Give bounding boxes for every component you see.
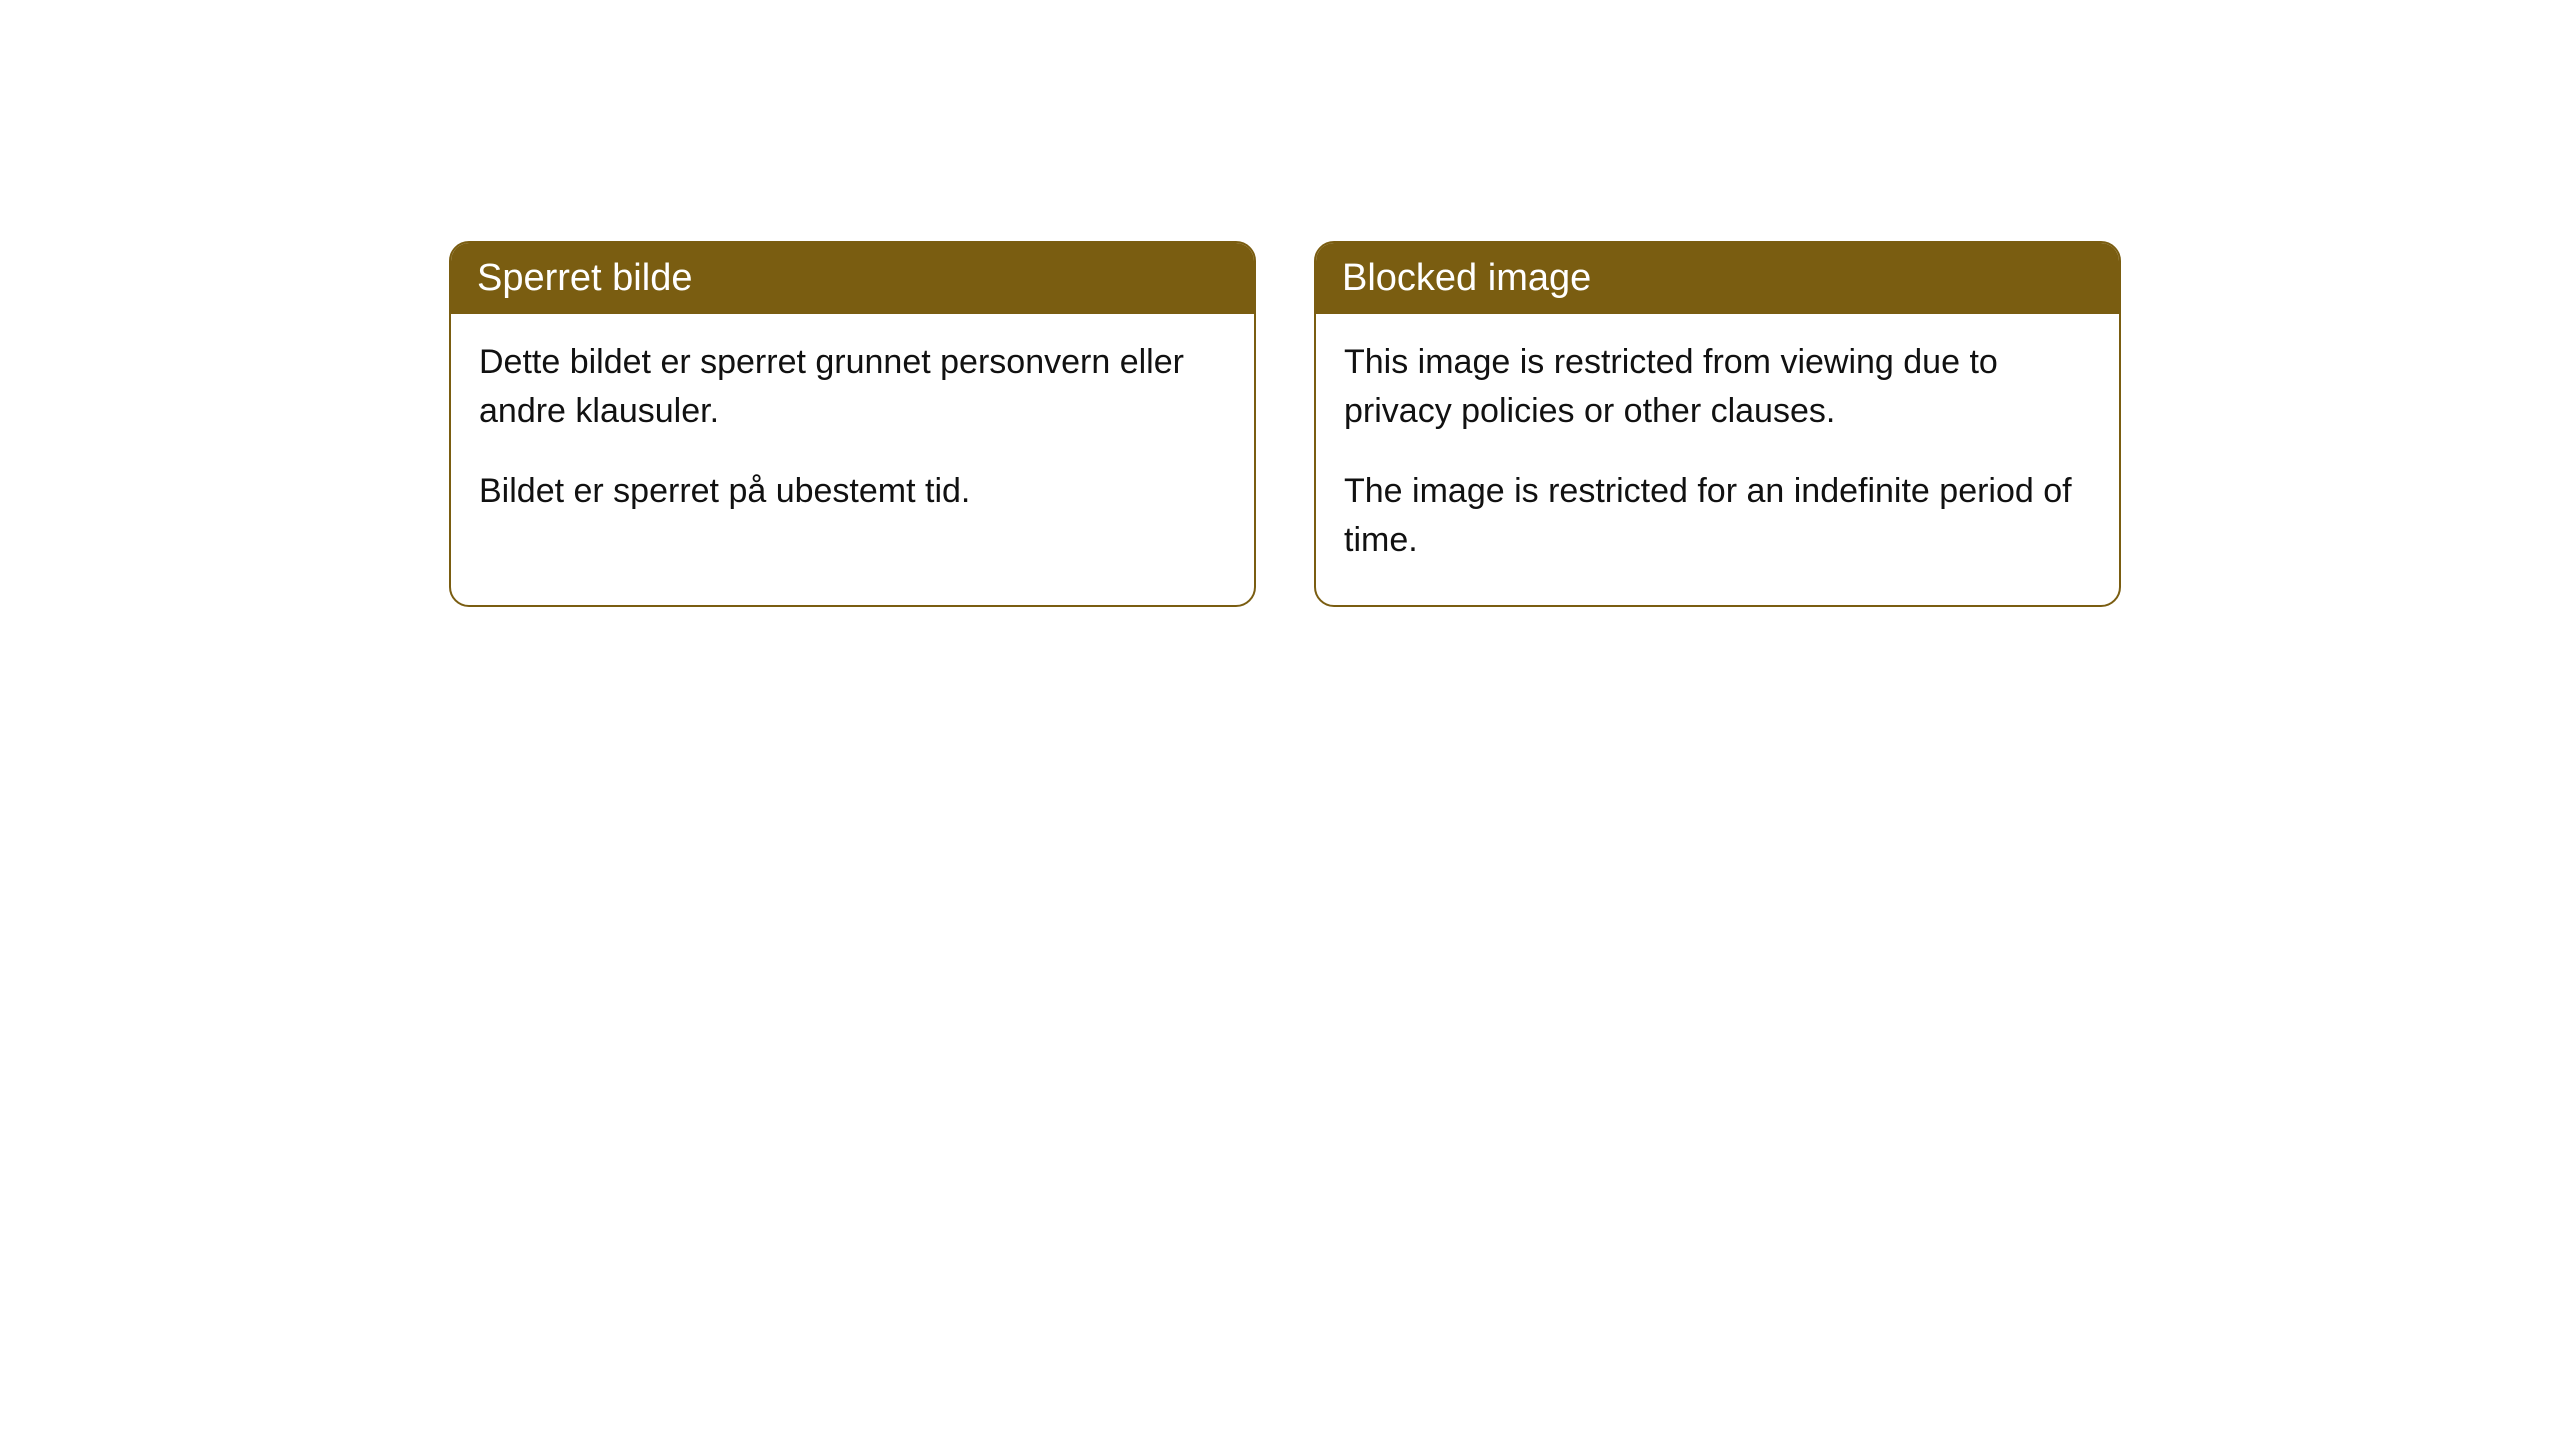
card-body: This image is restricted from viewing du… <box>1316 314 2119 605</box>
notice-card-english: Blocked image This image is restricted f… <box>1314 241 2121 607</box>
card-paragraph: The image is restricted for an indefinit… <box>1344 467 2091 566</box>
notice-cards-container: Sperret bilde Dette bildet er sperret gr… <box>449 241 2121 607</box>
card-body: Dette bildet er sperret grunnet personve… <box>451 314 1254 556</box>
card-header: Sperret bilde <box>451 243 1254 314</box>
card-paragraph: Bildet er sperret på ubestemt tid. <box>479 467 1226 516</box>
card-title: Sperret bilde <box>477 257 692 299</box>
card-title: Blocked image <box>1342 257 1591 299</box>
card-paragraph: Dette bildet er sperret grunnet personve… <box>479 338 1226 437</box>
card-header: Blocked image <box>1316 243 2119 314</box>
notice-card-norwegian: Sperret bilde Dette bildet er sperret gr… <box>449 241 1256 607</box>
card-paragraph: This image is restricted from viewing du… <box>1344 338 2091 437</box>
